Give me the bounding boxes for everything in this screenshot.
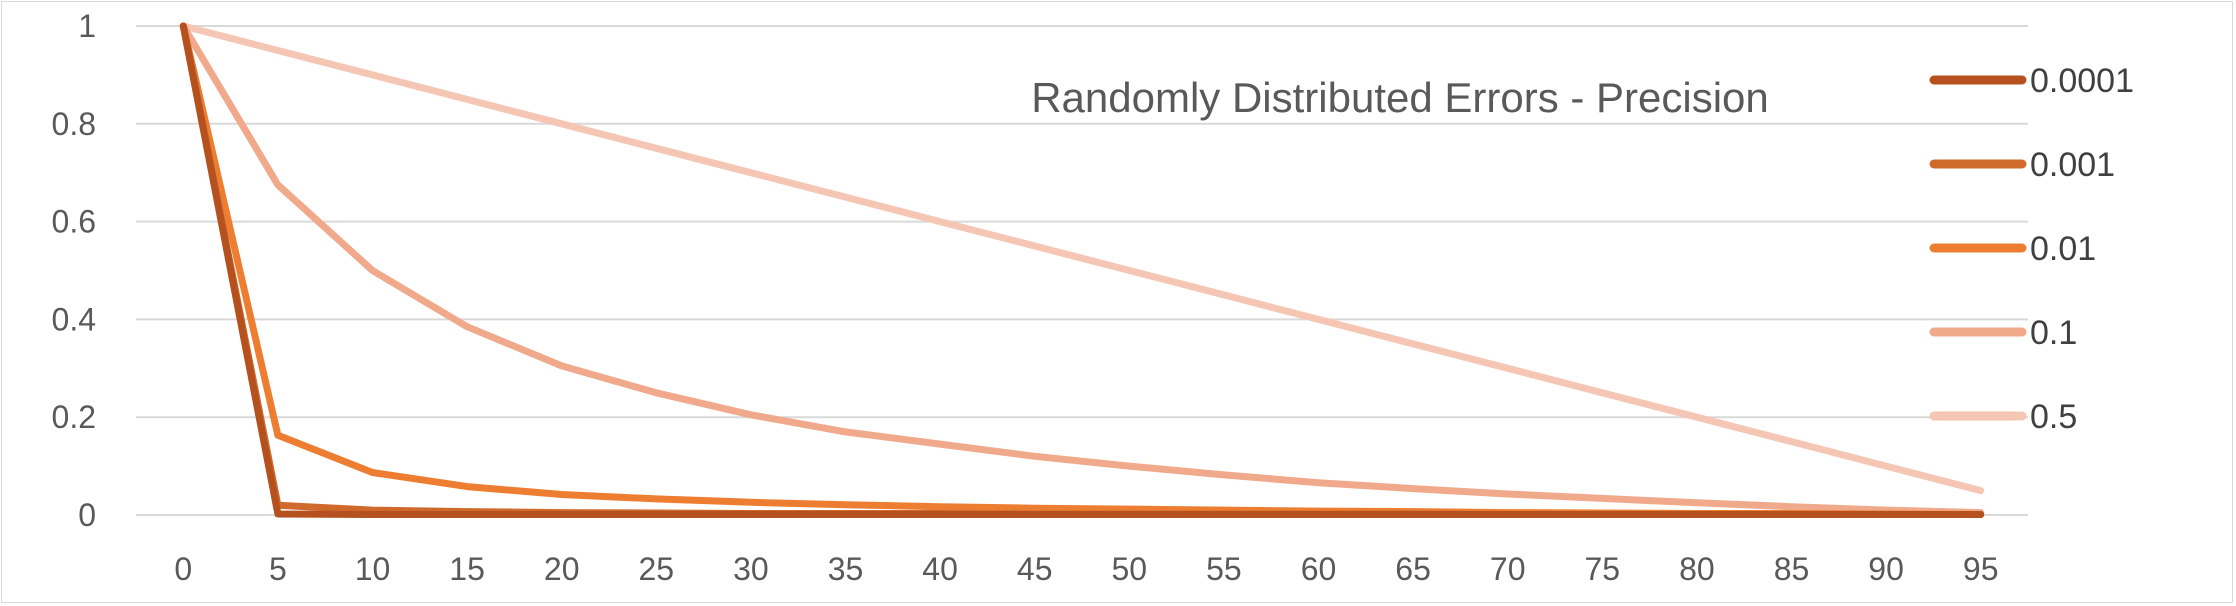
x-tick-label: 35 <box>828 551 864 587</box>
series-lines <box>179 22 1985 518</box>
x-tick-label: 95 <box>1963 551 1999 587</box>
legend-label: 0.0001 <box>2030 62 2134 100</box>
legend-label: 0.001 <box>2030 146 2115 184</box>
y-axis-ticks: 0 0.2 0.4 0.6 0.8 1 <box>52 8 96 533</box>
legend-label: 0.1 <box>2030 314 2077 352</box>
legend-label: 0.5 <box>2030 398 2077 436</box>
x-tick-label: 15 <box>449 551 485 587</box>
series-line-0.5 <box>179 22 1985 495</box>
y-tick-label: 0.6 <box>52 204 96 240</box>
x-tick-label: 55 <box>1206 551 1242 587</box>
series-line-0.0001 <box>179 22 1985 518</box>
x-tick-label: 25 <box>639 551 675 587</box>
x-tick-label: 65 <box>1395 551 1431 587</box>
y-tick-label: 0 <box>78 497 96 533</box>
y-tick-label: 0.2 <box>52 399 96 435</box>
x-tick-label: 85 <box>1774 551 1810 587</box>
x-tick-label: 5 <box>269 551 287 587</box>
y-tick-label: 0.8 <box>52 106 96 142</box>
x-tick-label: 45 <box>1017 551 1053 587</box>
x-axis-ticks: 0 5 10 15 20 25 30 35 40 45 50 55 60 65 70 75 80 85 90 95 <box>174 551 1998 587</box>
x-tick-label: 50 <box>1112 551 1148 587</box>
x-tick-label: 80 <box>1679 551 1715 587</box>
x-tick-label: 30 <box>733 551 769 587</box>
chart-title: Randomly Distributed Errors - Precision <box>1031 74 1769 121</box>
x-tick-label: 60 <box>1301 551 1337 587</box>
x-tick-label: 0 <box>174 551 192 587</box>
x-tick-label: 40 <box>922 551 958 587</box>
legend-label: 0.01 <box>2030 230 2096 268</box>
x-tick-label: 10 <box>355 551 391 587</box>
y-tick-label: 0.4 <box>52 301 96 337</box>
x-tick-label: 90 <box>1868 551 1904 587</box>
legend: 0.0001 0.001 0.01 0.1 0.5 <box>1929 62 2134 436</box>
x-tick-label: 20 <box>544 551 580 587</box>
series-line-0.1 <box>179 22 1985 517</box>
x-tick-label: 70 <box>1490 551 1526 587</box>
x-tick-label: 75 <box>1585 551 1621 587</box>
y-tick-label: 1 <box>78 8 96 44</box>
